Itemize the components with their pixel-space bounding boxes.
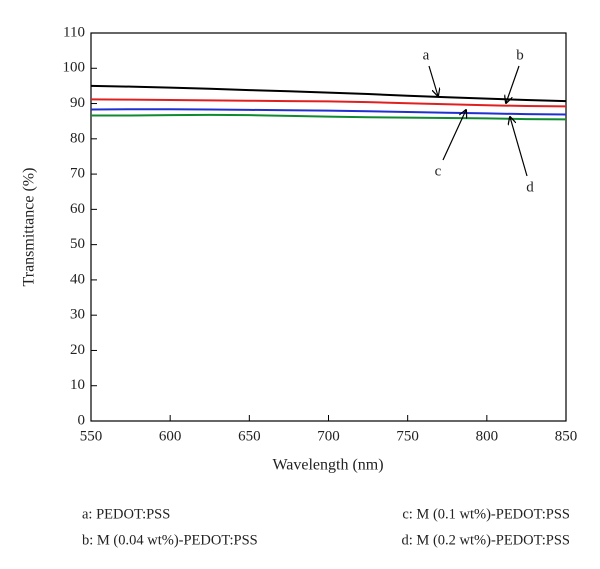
y-tick-label: 40 <box>70 271 85 287</box>
y-axis-title: Transmittance (%) <box>21 168 38 287</box>
y-tick-label: 50 <box>70 236 85 252</box>
series-line <box>90 98 567 108</box>
legend-entry: b: M (0.04 wt%)-PEDOT:PSS <box>82 532 258 548</box>
x-tick-label: 800 <box>476 428 499 444</box>
annotation-arrow <box>506 65 520 103</box>
legend-entry: c: M (0.1 wt%)-PEDOT:PSS <box>402 506 570 522</box>
y-tick-label: 30 <box>70 307 85 323</box>
series-line <box>91 113 567 121</box>
y-tick-label: 90 <box>70 95 85 111</box>
plot-frame <box>90 32 567 422</box>
annotation-label: c <box>435 163 442 179</box>
y-tick-label: 100 <box>63 60 86 76</box>
y-tick-label: 60 <box>70 201 85 217</box>
legend-entry: a: PEDOT:PSS <box>82 506 170 522</box>
x-tick-label: 550 <box>80 428 103 444</box>
y-tick-label: 70 <box>70 166 85 182</box>
x-tick-label: 700 <box>317 428 340 444</box>
y-tick-label: 20 <box>70 342 85 358</box>
series-line <box>90 108 567 116</box>
x-tick-label: 750 <box>396 428 419 444</box>
annotation-label: b <box>516 47 524 63</box>
y-tick-label: 110 <box>63 24 85 40</box>
y-tick-label: 80 <box>70 130 85 146</box>
annotation-arrow <box>428 65 438 96</box>
x-tick-label: 650 <box>238 428 261 444</box>
x-tick-label: 850 <box>555 428 578 444</box>
y-tick-label: 0 <box>78 412 86 428</box>
annotation-arrow <box>510 117 528 177</box>
x-tick-label: 600 <box>159 428 182 444</box>
annotation-label: a <box>423 47 430 63</box>
annotation-arrow <box>442 110 466 161</box>
annotation-label: d <box>526 179 534 195</box>
x-axis-title: Wavelength (nm) <box>272 457 383 474</box>
series-line <box>90 84 567 103</box>
legend-entry: d: M (0.2 wt%)-PEDOT:PSS <box>402 532 570 548</box>
y-tick-label: 10 <box>70 377 85 393</box>
